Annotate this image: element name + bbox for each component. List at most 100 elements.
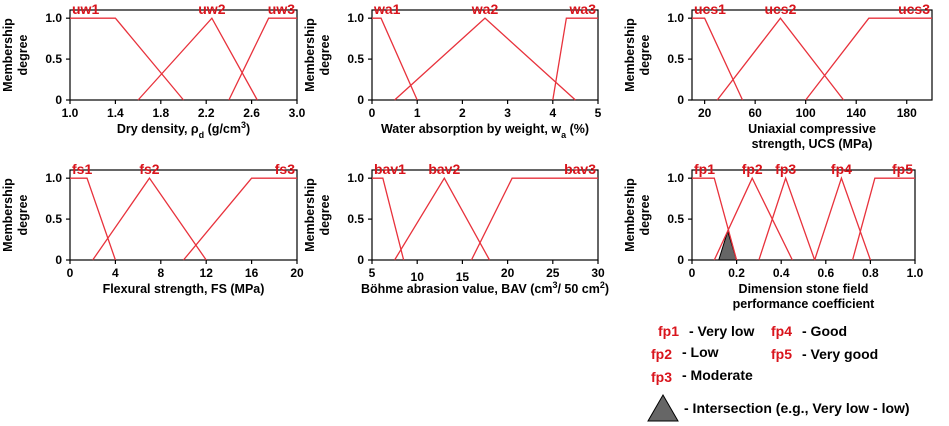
chart-panel-2: 0 0.5 1.0 0 1 2 3 4 5 Water absorption by weight,… [303, 1, 602, 140]
series-label-ucs3: ucs3 [898, 1, 930, 17]
x-tick-label: 5 [595, 106, 602, 120]
y-tick-label: 0.5 [347, 52, 364, 66]
y-axis-label: Membershipdegree [623, 178, 652, 252]
x-tick-label: 1.8 [152, 106, 169, 120]
y-tick-label: 0.5 [667, 212, 684, 226]
series-label-bav1: bav1 [374, 161, 406, 177]
x-tick-label: 4 [549, 106, 556, 120]
x-tick-label: 10 [411, 270, 425, 284]
x-tick-label: 12 [200, 266, 214, 280]
series-label-fp4: fp4 [831, 161, 852, 177]
chart-panel-4: 0 0.5 1.0 0 4 8 12 16 20 Flexural strength, FS (M… [1, 161, 304, 296]
series-line-fs2 [92, 177, 207, 261]
legend-code-fp2: fp2 [651, 346, 672, 362]
plot-frame [371, 9, 599, 101]
plot-frame [69, 169, 298, 261]
x-tick-label: 0.4 [773, 266, 790, 280]
series-label-bav2: bav2 [428, 161, 460, 177]
series-line-fs1 [70, 177, 117, 261]
chart-panels: 0 0.5 1.0 1.0 1.4 1.8 2.2 2.6 3.0 Dry density, ρd… [1, 1, 933, 311]
y-tick-label: 0 [55, 93, 62, 107]
series-line-ucs2 [716, 17, 845, 101]
y-tick-label: 1.0 [667, 171, 684, 185]
series-line-uw3 [228, 17, 297, 101]
legend-text-fp4: - Good [802, 323, 847, 339]
legend-text-fp5: - Very good [802, 346, 878, 362]
y-tick-label: 0 [677, 253, 684, 267]
chart-panel-3: 0 0.5 1.0 20 60 100 140 180 Uniaxial compressive… [623, 1, 933, 151]
x-tick-label: 20 [290, 266, 304, 280]
x-tick-label: 0.2 [728, 266, 745, 280]
series-line-fp2 [713, 176, 793, 261]
series-label-bav3: bav3 [564, 161, 596, 177]
series-line-bav2 [394, 176, 491, 261]
series-label-uw2: uw2 [198, 1, 225, 17]
x-tick-label: 180 [897, 106, 917, 120]
x-tick-label: 1.4 [107, 106, 124, 120]
series-label-ucs2: ucs2 [764, 1, 796, 17]
series-line-fp3 [758, 176, 816, 261]
series-line-uw2 [137, 17, 258, 101]
series-line-bav3 [470, 177, 598, 261]
series-label-fp3: fp3 [775, 161, 796, 177]
y-tick-label: 0 [357, 253, 364, 267]
legend-code-fp1: fp1 [658, 323, 679, 339]
x-tick-label: 8 [157, 266, 164, 280]
y-tick-label: 0 [677, 93, 684, 107]
x-tick-label: 0 [689, 266, 696, 280]
x-tick-label: 5 [369, 266, 376, 280]
series-line-wa1 [372, 17, 418, 101]
series-label-uw1: uw1 [72, 1, 99, 17]
series-label-fs3: fs3 [275, 161, 295, 177]
legend-code-fp3: fp3 [651, 369, 672, 385]
y-axis-label: Membershipdegree [303, 18, 332, 92]
series-line-uw1 [70, 17, 184, 101]
chart-panel-1: 0 0.5 1.0 1.0 1.4 1.8 2.2 2.6 3.0 Dry density, ρd… [1, 1, 306, 140]
series-label-ucs1: ucs1 [694, 1, 726, 17]
y-tick-label: 0.5 [45, 212, 62, 226]
x-axis-label: Dimension stone field performance coeffic… [733, 282, 876, 311]
series-line-fp5 [851, 177, 915, 261]
x-tick-label: 3 [504, 106, 511, 120]
y-axis-label: Membershipdegree [1, 18, 30, 92]
y-axis-label: Membershipdegree [623, 18, 652, 92]
x-tick-label: 15 [456, 270, 470, 284]
x-tick-label: 1.0 [62, 106, 79, 120]
x-axis-label: Flexural strength, FS (MPa) [103, 282, 265, 296]
legend-text-fp2: - Low [682, 344, 719, 360]
legend: fp1 - Very low fp4 - Good fp2 - Low fp5 … [647, 323, 910, 422]
x-tick-label: 3.0 [289, 106, 306, 120]
series-label-fp2: fp2 [742, 161, 763, 177]
x-tick-label: 4 [112, 266, 119, 280]
legend-intersection-text: - Intersection (e.g., Very low - low) [684, 400, 910, 416]
x-tick-label: 30 [591, 266, 605, 280]
y-tick-label: 0.5 [667, 52, 684, 66]
series-label-wa2: wa2 [471, 1, 499, 17]
series-line-ucs1 [692, 17, 744, 101]
x-tick-label: 2 [459, 106, 466, 120]
y-tick-label: 1.0 [45, 11, 62, 25]
series-line-wa3 [552, 17, 598, 101]
y-tick-label: 1.0 [45, 171, 62, 185]
x-tick-label: 25 [546, 266, 560, 280]
y-tick-label: 1.0 [667, 11, 684, 25]
x-tick-label: 100 [796, 106, 816, 120]
series-label-fp1: fp1 [694, 161, 715, 177]
y-tick-label: 1.0 [347, 171, 364, 185]
chart-panel-6: 0 0.5 1.0 0 0.2 0.4 0.6 0.8 1.0 Dimension stone f… [623, 161, 924, 311]
y-axis-label: Membershipdegree [1, 178, 30, 252]
x-tick-label: 0.8 [862, 266, 879, 280]
x-axis-label: Böhme abrasion value, BAV (cm3/ 50 cm2) [361, 280, 609, 296]
x-tick-label: 1.0 [907, 266, 924, 280]
series-line-fs3 [183, 177, 297, 261]
series-label-wa3: wa3 [569, 1, 597, 17]
y-tick-label: 1.0 [347, 11, 364, 25]
x-tick-label: 2.6 [243, 106, 260, 120]
legend-code-fp4: fp4 [771, 323, 792, 339]
x-tick-label: 2.2 [198, 106, 215, 120]
x-axis-label: Dry density, ρd (g/cm3) [117, 120, 250, 140]
series-label-uw3: uw3 [268, 1, 295, 17]
y-tick-label: 0 [55, 253, 62, 267]
